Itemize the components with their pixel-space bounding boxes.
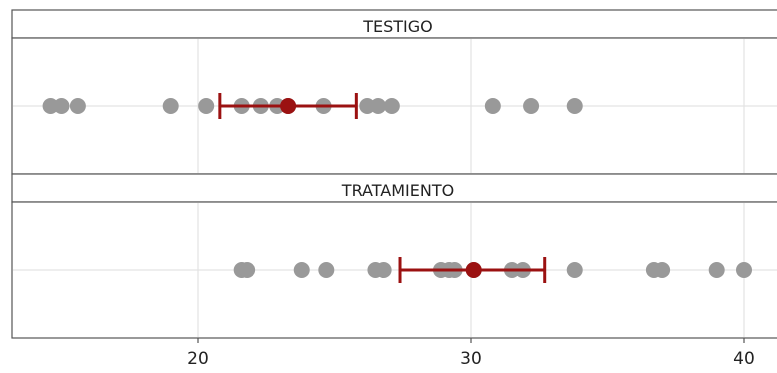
data-point (375, 262, 392, 278)
panel-2: TRATAMIENTO (11, 173, 777, 339)
mean-point (465, 262, 482, 278)
mean-point (280, 98, 297, 114)
data-point (566, 262, 583, 278)
data-point (566, 98, 583, 114)
data-point (654, 262, 671, 278)
panel-strip (11, 9, 777, 39)
panel-label: TRATAMIENTO (341, 181, 454, 200)
panel-1: TESTIGO (11, 9, 777, 175)
data-point (318, 262, 335, 278)
data-point (162, 98, 179, 114)
x-tick-label: 30 (460, 349, 482, 369)
data-point (708, 262, 725, 278)
data-point (383, 98, 400, 114)
panel-label: TESTIGO (362, 17, 433, 36)
data-point (484, 98, 501, 114)
data-point (523, 98, 540, 114)
data-point (53, 98, 70, 114)
data-point (69, 98, 86, 114)
data-point (736, 262, 752, 278)
data-point (370, 98, 387, 114)
data-point (239, 262, 256, 278)
panels-layer: TESTIGO TRATAMIENTO (11, 9, 777, 339)
x-axis: 20 30 40 (187, 338, 755, 369)
data-point (198, 98, 215, 114)
x-tick-label: 40 (733, 349, 755, 369)
x-tick-label: 20 (187, 349, 209, 369)
data-point (293, 262, 310, 278)
